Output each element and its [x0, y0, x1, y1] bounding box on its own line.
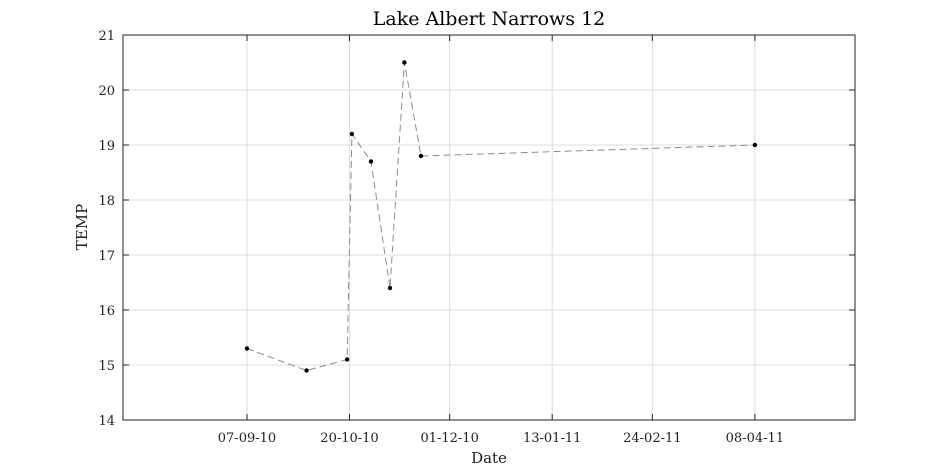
y-tick-label: 17 [98, 249, 115, 264]
y-tick-label: 14 [98, 414, 115, 429]
y-tick-label: 16 [98, 304, 115, 319]
data-point [752, 142, 758, 148]
y-tick-label: 20 [98, 84, 115, 99]
data-point [418, 153, 424, 159]
series [244, 60, 758, 373]
y-tick-label: 19 [98, 139, 115, 154]
data-point [387, 285, 393, 291]
data-point [304, 368, 309, 373]
chart-title: Lake Albert Narrows 12 [373, 8, 606, 30]
ticks [123, 34, 855, 421]
grid [123, 34, 855, 421]
data-point [344, 357, 350, 362]
x-tick-label: 08-04-11 [726, 431, 784, 446]
tick-labels: 07-09-10 20-10-10 01-12-10 13-01-11 24-02-11… [98, 29, 784, 446]
data-point [402, 60, 407, 65]
data-point [368, 159, 374, 164]
y-tick-label: 18 [98, 194, 115, 209]
x-tick-label: 13-01-11 [523, 431, 581, 446]
data-point [244, 346, 250, 351]
y-tick-label: 21 [98, 29, 115, 44]
x-tick-label: 01-12-10 [420, 431, 478, 446]
data-point [349, 131, 355, 137]
y-axis-label: TEMP [73, 204, 91, 250]
plot-frame [122, 34, 856, 421]
x-tick-label: 20-10-10 [320, 431, 378, 446]
y-tick-label: 15 [98, 359, 115, 374]
series-line [246, 62, 755, 372]
x-axis-label: Date [471, 449, 507, 467]
x-tick-label: 24-02-11 [623, 431, 681, 446]
x-tick-label: 07-09-10 [218, 431, 276, 446]
